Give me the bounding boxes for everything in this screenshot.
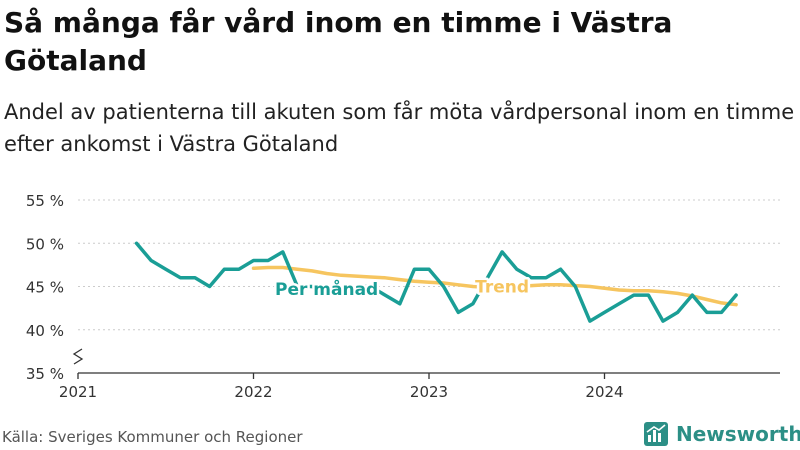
newsworthy-logo: Newsworthy — [644, 420, 800, 448]
chart-subtitle: Andel av patienterna till akuten som får… — [4, 100, 795, 156]
monthly-line — [134, 241, 738, 323]
x-tick-label: 2022 — [234, 383, 272, 401]
x-tick-label: 2021 — [59, 383, 97, 401]
x-tick-label: 2023 — [410, 383, 448, 401]
monthly-label: Per månad — [275, 278, 378, 300]
series-lines — [134, 241, 738, 323]
trend-line — [251, 265, 738, 307]
newsworthy-logo-icon — [644, 422, 668, 446]
chart-title: Så många får vård inom en timme i Västra… — [4, 6, 673, 77]
y-tick-label: 35 % — [26, 365, 64, 383]
y-axis-labels: 35 % 40 % 45 % 50 % 55 % — [26, 192, 64, 383]
trend-label: Trend — [475, 277, 529, 297]
y-tick-label: 40 % — [26, 322, 64, 340]
axis-break-icon — [72, 348, 84, 365]
x-axis: 2021 2022 2023 2024 — [59, 348, 780, 401]
y-tick-label: 50 % — [26, 235, 64, 253]
y-tick-label: 45 % — [26, 279, 64, 297]
series-labels: Per månad Trend — [273, 275, 532, 303]
x-tick-label: 2024 — [585, 383, 623, 401]
brand-name: Newsworthy — [676, 422, 800, 446]
source-note: Källa: Sveriges Kommuner och Regioner — [2, 428, 303, 446]
y-tick-label: 55 % — [26, 192, 64, 210]
gridlines — [78, 199, 780, 331]
line-chart: 35 % 40 % 45 % 50 % 55 % 2021 2022 2023 2024 Pe… — [26, 192, 780, 401]
